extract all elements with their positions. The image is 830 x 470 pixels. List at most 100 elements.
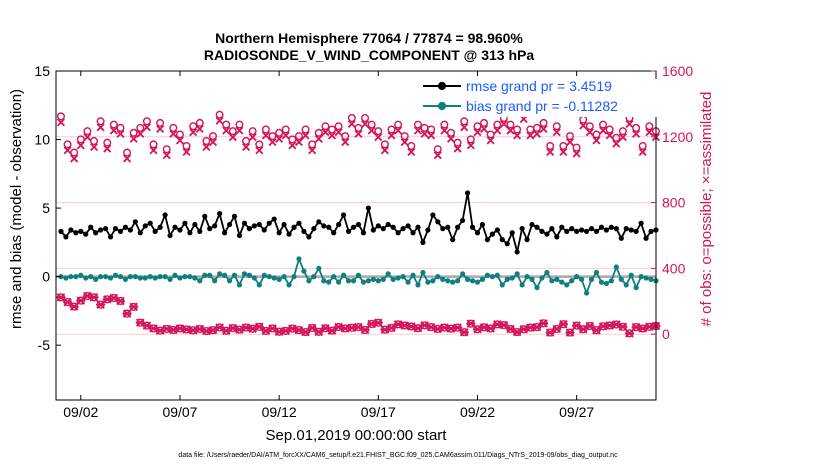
rmse-point — [440, 226, 446, 232]
bias-point — [112, 272, 119, 278]
obs-possible-marker — [400, 132, 409, 141]
bias-point — [519, 282, 525, 288]
obs-possible-marker — [169, 123, 178, 132]
obs-assimilated-marker — [539, 124, 548, 133]
rmse-point — [395, 230, 401, 236]
rmse-point — [504, 241, 510, 247]
obs-assimilated-marker — [354, 129, 363, 138]
bias-point — [281, 274, 287, 280]
obs-possible-marker — [275, 128, 284, 137]
rmse-point — [435, 219, 441, 225]
bias-point — [435, 274, 441, 280]
obs-assimilated-marker — [129, 134, 138, 143]
rmse-point — [648, 228, 654, 234]
obs-assimilated-stroke — [109, 126, 118, 135]
obs-assimilated-marker — [83, 133, 92, 142]
rmse-point — [291, 224, 297, 230]
obs-assimilated-marker — [427, 131, 436, 140]
obs-assimilated-stroke — [288, 141, 297, 150]
obs-assimilated-stroke — [486, 136, 495, 145]
obs-assimilated-stroke — [182, 147, 191, 156]
obs-assimilated-marker — [605, 131, 614, 140]
obs-possible-marker — [427, 125, 436, 134]
rmse-point — [544, 231, 550, 237]
obs-possible-marker — [546, 141, 555, 150]
obs-assimilated-marker — [459, 327, 469, 337]
bias-point — [479, 276, 486, 282]
obs-assimilated-marker — [56, 118, 65, 127]
rmse-point — [296, 220, 302, 226]
obs-assimilated-marker — [638, 147, 647, 156]
rmse-point — [73, 230, 79, 236]
obs-assimilated-marker — [327, 131, 337, 140]
obs-possible-marker — [579, 115, 588, 124]
obs-assimilated-stroke — [374, 133, 383, 142]
bias-point — [395, 275, 401, 281]
obs-possible-marker — [334, 122, 343, 131]
bias-point — [152, 275, 158, 281]
obs-possible-marker — [222, 120, 231, 129]
obs-assimilated-stroke — [156, 124, 165, 133]
obs-possible-marker — [618, 127, 627, 136]
obs-assimilated-stroke — [136, 129, 145, 138]
legend: rmse grand pr = 3.4519 bias grand pr = -… — [418, 78, 658, 117]
obs-assimilated-marker — [440, 126, 449, 135]
plot-frame — [55, 70, 657, 401]
rmse-point — [93, 230, 99, 236]
bias-point — [514, 271, 520, 277]
rmse-point — [336, 221, 342, 228]
rmse-point — [311, 226, 317, 232]
obs-possible-marker — [638, 141, 647, 150]
obs-assimilated-stroke — [499, 119, 508, 129]
obs-assimilated-marker — [169, 129, 178, 138]
obs-assimilated-stroke — [612, 139, 621, 148]
bias-point — [574, 274, 580, 280]
bias-point — [177, 275, 183, 281]
obs-assimilated-marker — [618, 133, 627, 142]
obs-possible-marker — [539, 118, 548, 127]
rmse-point — [241, 220, 248, 226]
obs-possible-marker — [189, 122, 198, 131]
bias-point — [618, 276, 624, 282]
obs-possible-marker — [473, 122, 482, 131]
obs-possible-marker — [612, 133, 621, 142]
y-right-tick-label: 400 — [662, 260, 686, 276]
rmse-point — [306, 234, 312, 240]
obs-assimilated-stroke — [493, 126, 502, 135]
obs-possible-marker — [559, 141, 568, 150]
obs-possible-marker — [447, 128, 456, 137]
obs-assimilated-marker — [208, 138, 218, 147]
obs-assimilated-marker — [228, 133, 237, 142]
rmse-point — [574, 228, 580, 234]
obs-assimilated-marker — [215, 116, 224, 125]
obs-assimilated-marker — [493, 126, 502, 135]
obs-assimilated-stroke — [116, 129, 125, 138]
rmse-point — [182, 220, 188, 226]
obs-assimilated-marker — [261, 131, 270, 140]
obs-assimilated-marker — [645, 128, 654, 137]
bias-point — [207, 272, 213, 278]
bias-point — [390, 276, 396, 282]
bias-point — [147, 274, 153, 280]
rmse-point — [603, 227, 610, 233]
obs-assimilated-stroke — [387, 131, 396, 140]
bias-point — [251, 275, 257, 281]
obs-assimilated-stroke — [63, 146, 72, 155]
rmse-point — [400, 226, 406, 232]
obs-assimilated-marker — [347, 119, 356, 129]
obs-possible-marker — [526, 125, 535, 134]
obs-assimilated-marker — [268, 138, 277, 147]
rmse-point — [450, 237, 456, 243]
obs-possible-marker — [109, 120, 118, 129]
bias-point — [579, 276, 585, 282]
obs-possible-marker — [466, 135, 475, 144]
obs-assimilated-marker — [460, 123, 469, 132]
obs-assimilated-marker — [116, 129, 125, 138]
obs-possible-marker — [374, 127, 383, 136]
obs-assimilated-stroke — [440, 126, 449, 135]
x-tick-label: 09/17 — [361, 404, 396, 420]
obs-assimilated-marker — [76, 296, 86, 305]
y-right-tick-label: 1600 — [662, 63, 693, 79]
obs-assimilated-marker — [162, 151, 171, 160]
